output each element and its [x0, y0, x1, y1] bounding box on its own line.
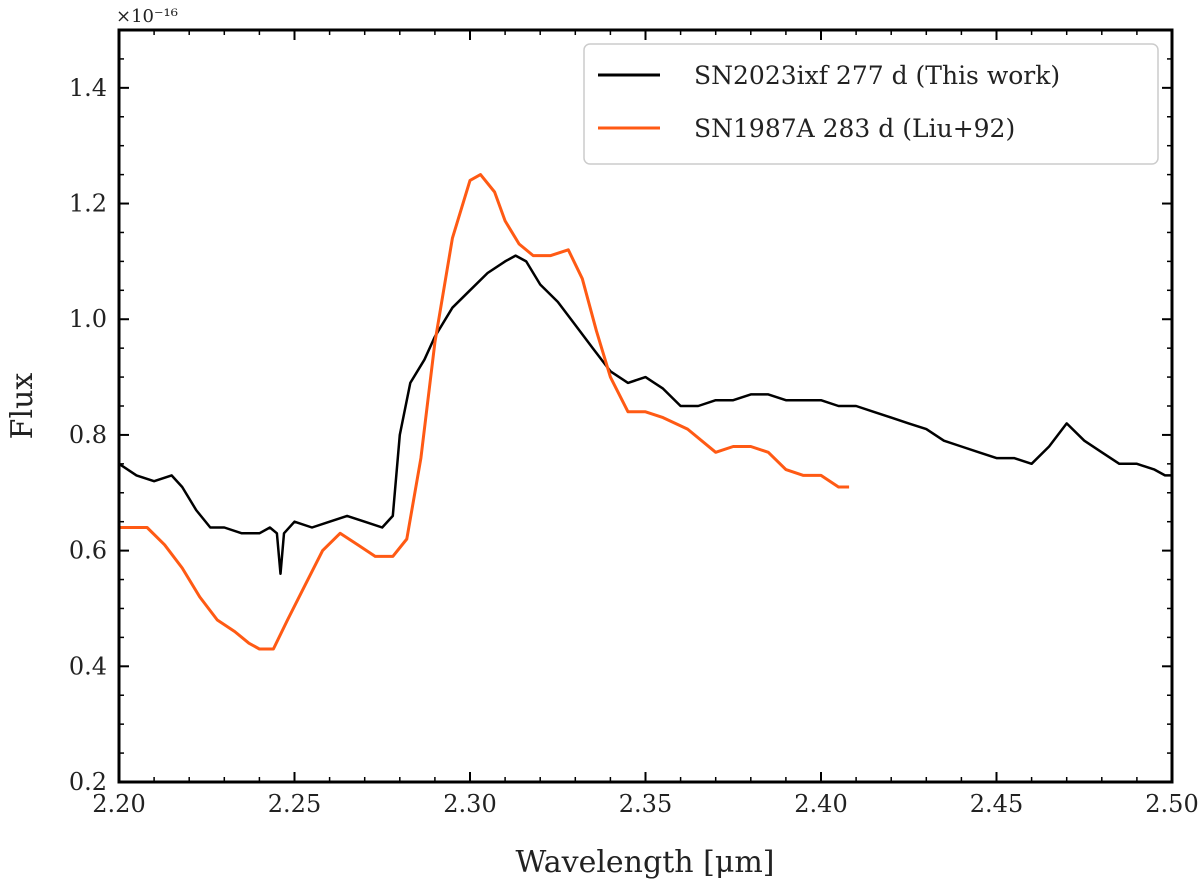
- legend: SN2023ixf 277 d (This work) SN1987A 283 …: [583, 43, 1159, 165]
- x-tick-label: 2.50: [1145, 790, 1198, 818]
- y-tick-label: 0.2: [69, 768, 107, 796]
- ticks-layer: 2.20 2.25 2.30 2.35 2.40 2.45 2.50 0.2 0.4 0.6 0.8…: [69, 29, 1199, 818]
- legend-box: [583, 43, 1159, 165]
- plot-frame: [117, 28, 1174, 784]
- y-tick-label: 0.6: [69, 537, 107, 565]
- x-tick-label: 2.20: [92, 790, 145, 818]
- legend-label-sn2023ixf: SN2023ixf 277 d (This work): [694, 61, 1060, 90]
- legend-label-sn1987a: SN1987A 283 d (Liu+92): [694, 114, 1015, 143]
- x-tick-label: 2.30: [443, 790, 496, 818]
- y-tick-label: 0.4: [69, 652, 107, 680]
- x-axis-label: Wavelength [μm]: [516, 845, 775, 880]
- x-tick-label: 2.45: [970, 790, 1023, 818]
- y-multiplier-label: ×10⁻¹⁶: [116, 6, 178, 27]
- y-tick-label: 1.0: [69, 305, 107, 333]
- y-tick-label: 1.2: [69, 190, 107, 218]
- y-tick-label: 0.8: [69, 421, 107, 449]
- y-axis-label: Flux: [5, 373, 40, 440]
- series-layer: [118, 173, 1172, 651]
- x-tick-label: 2.25: [268, 790, 321, 818]
- series-line-0: [118, 254, 1172, 576]
- y-tick-label: 1.4: [69, 74, 107, 102]
- series-line-1: [119, 173, 850, 651]
- x-tick-label: 2.40: [794, 790, 847, 818]
- x-tick-label: 2.35: [619, 790, 672, 818]
